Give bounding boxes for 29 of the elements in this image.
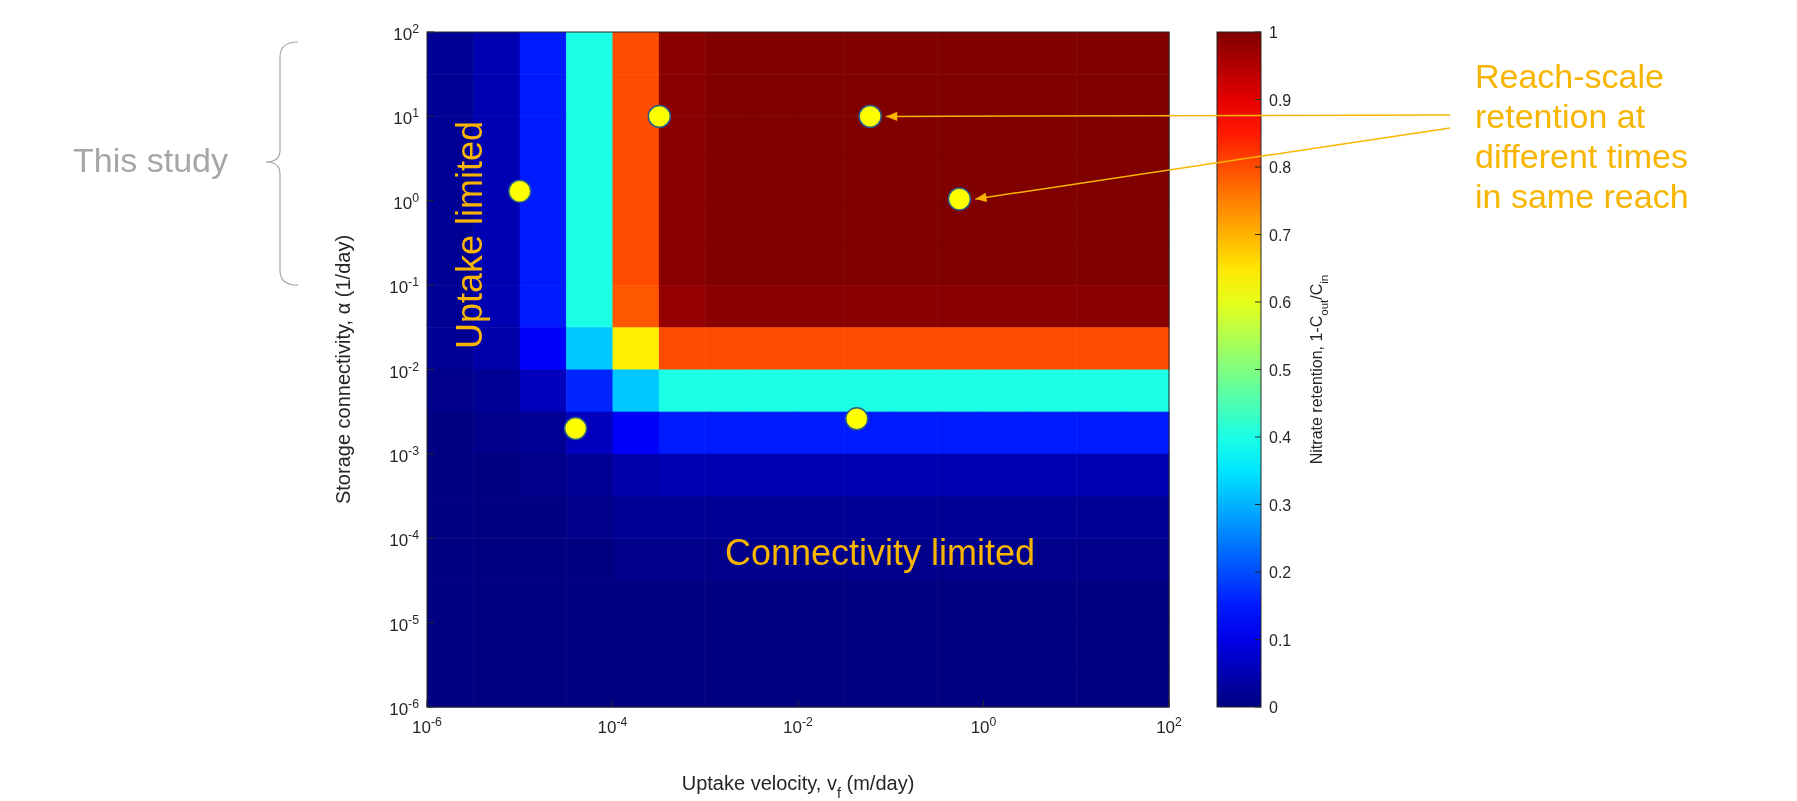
y-tick-label: 10$^{-3}$ bbox=[389, 443, 420, 466]
color-bar-label: 0.6 bbox=[1269, 294, 1292, 311]
color-bar-label: 0.7 bbox=[1269, 226, 1292, 244]
y-tick-label: 10$^{-1}$ bbox=[389, 275, 420, 298]
y-tick-label: 10$^{-4}$ bbox=[389, 528, 420, 551]
y-tick-label: 10$^{1}$ bbox=[393, 106, 420, 129]
x-tick-label: 10$^{-4}$ bbox=[597, 715, 628, 737]
annotation: Uptake limited bbox=[449, 120, 490, 350]
y-tick-label: 10$^{-2}$ bbox=[389, 359, 420, 382]
x-tick-label: 10$^{0}$ bbox=[970, 715, 997, 737]
annotation: Connectivity limited bbox=[724, 532, 1036, 573]
text: This study bbox=[73, 141, 228, 179]
color-bar-label: 1 bbox=[1269, 24, 1278, 41]
color-bar-label: 0 bbox=[1269, 699, 1278, 716]
y-axis-title: Storage connectivity, α (1/day) bbox=[332, 234, 354, 505]
color-bar-label: 0.1 bbox=[1269, 631, 1292, 649]
color-bar-label: 0.5 bbox=[1269, 361, 1292, 379]
color-bar-label: 0.8 bbox=[1269, 159, 1292, 176]
text: Reach-scale retention at different times in same reach bbox=[1475, 57, 1689, 215]
y-tick-label: 10$^{2}$ bbox=[393, 22, 420, 44]
x-tick-label: 10$^{-2}$ bbox=[783, 715, 814, 737]
y-tick-label: 10$^{-5}$ bbox=[389, 612, 420, 635]
color-bar-label: 0.2 bbox=[1269, 564, 1292, 581]
color-bar-label: 0.4 bbox=[1269, 429, 1292, 446]
x-tick-label: 10$^{2}$ bbox=[1156, 715, 1183, 737]
y-tick-label: 10$^{0}$ bbox=[393, 190, 420, 213]
color-bar-label: 0.3 bbox=[1269, 496, 1292, 514]
x-axis-title: Uptake velocity, v$_{f}$ (m/day) bbox=[681, 772, 915, 801]
color-bar-label: 0.9 bbox=[1269, 91, 1292, 109]
